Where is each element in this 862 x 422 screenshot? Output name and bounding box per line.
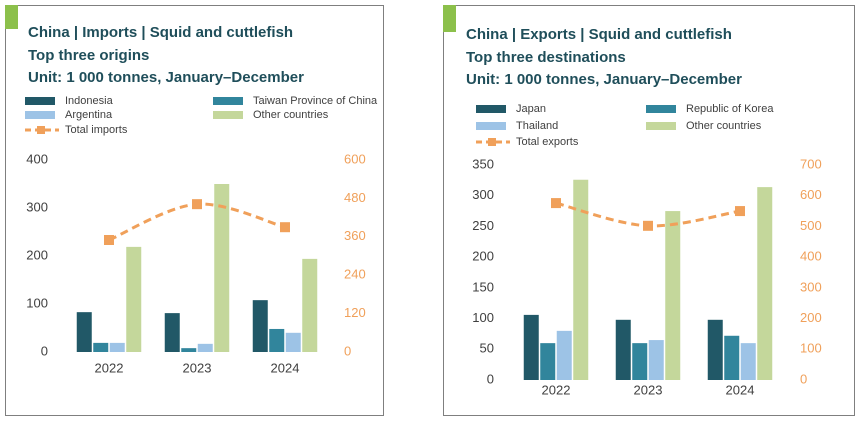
line-marker <box>104 235 114 245</box>
line-marker <box>280 222 290 233</box>
y2-tick-label: 500 <box>800 218 822 233</box>
line-marker <box>735 206 745 217</box>
bar <box>93 342 109 352</box>
chart-title: Top three origins <box>28 47 149 64</box>
chart-title: China | Imports | Squid and cuttlefish <box>28 24 293 41</box>
bar <box>757 187 773 380</box>
bar <box>214 184 230 352</box>
bar <box>164 313 180 352</box>
bar <box>269 328 285 352</box>
legend-marker <box>488 138 496 146</box>
legend-label: Taiwan Province of China <box>253 95 378 107</box>
y-tick-label: 300 <box>26 199 48 214</box>
y2-tick-label: 480 <box>344 190 366 205</box>
chart-title: Unit: 1 000 tonnes, January–December <box>466 71 742 88</box>
y-tick-label: 150 <box>472 279 494 294</box>
bar <box>648 340 664 380</box>
y-tick-label: 200 <box>472 249 494 264</box>
legend-label: Total exports <box>516 136 579 148</box>
legend-swatch <box>25 97 55 105</box>
y2-tick-label: 120 <box>344 305 366 320</box>
legend-swatch <box>25 111 55 119</box>
line-marker <box>192 199 202 210</box>
legend-label: Other countries <box>686 120 762 132</box>
panel-frame <box>5 5 384 416</box>
bar <box>707 319 723 380</box>
y-tick-label: 200 <box>26 247 48 262</box>
legend-swatch <box>646 105 676 113</box>
y2-tick-label: 200 <box>800 310 822 325</box>
legend-label: Thailand <box>516 120 558 132</box>
y2-tick-label: 240 <box>344 267 366 282</box>
legend-marker <box>37 126 45 134</box>
y-tick-label: 100 <box>472 310 494 325</box>
x-tick-label: 2023 <box>634 382 663 397</box>
y-tick-label: 250 <box>472 218 494 233</box>
y-tick-label: 0 <box>487 371 494 386</box>
x-tick-label: 2022 <box>95 360 124 375</box>
y2-tick-label: 0 <box>800 371 807 386</box>
chart-title: China | Exports | Squid and cuttlefish <box>466 26 732 43</box>
bar <box>724 335 740 380</box>
y2-tick-label: 360 <box>344 228 366 243</box>
bar <box>615 319 631 380</box>
bar <box>252 300 268 352</box>
x-tick-label: 2024 <box>726 382 755 397</box>
bar <box>197 343 213 352</box>
y2-tick-label: 100 <box>800 341 822 356</box>
bar <box>632 343 648 380</box>
accent-bar <box>5 5 18 29</box>
y-tick-label: 350 <box>472 156 494 171</box>
legend-swatch <box>213 111 243 119</box>
legend-label: Republic of Korea <box>686 103 774 115</box>
legend-label: Indonesia <box>65 95 114 107</box>
y2-tick-label: 600 <box>800 187 822 202</box>
bar <box>523 314 539 380</box>
accent-bar <box>443 5 456 32</box>
bar <box>740 343 756 380</box>
bar <box>540 343 556 380</box>
y-tick-label: 0 <box>41 343 48 358</box>
bar <box>573 179 589 380</box>
legend-swatch <box>646 122 676 130</box>
bar <box>76 312 92 352</box>
chart-title: Unit: 1 000 tonnes, January–December <box>28 69 304 86</box>
x-tick-label: 2023 <box>183 360 212 375</box>
line-marker <box>551 198 561 209</box>
y-tick-label: 100 <box>26 295 48 310</box>
y2-tick-label: 0 <box>344 343 351 358</box>
x-tick-label: 2024 <box>271 360 300 375</box>
legend-swatch <box>476 122 506 130</box>
y2-tick-label: 400 <box>800 249 822 264</box>
chart-title: Top three destinations <box>466 49 626 66</box>
legend-label: Japan <box>516 103 546 115</box>
bar <box>181 348 197 352</box>
legend-swatch <box>213 97 243 105</box>
bar <box>126 246 142 352</box>
y2-tick-label: 300 <box>800 279 822 294</box>
line-marker <box>643 220 653 231</box>
bar <box>665 211 681 380</box>
bar <box>556 330 572 380</box>
y-tick-label: 300 <box>472 187 494 202</box>
x-tick-label: 2022 <box>542 382 571 397</box>
legend-label: Argentina <box>65 109 113 121</box>
bar <box>302 258 318 352</box>
legend-swatch <box>476 105 506 113</box>
y-tick-label: 400 <box>26 151 48 166</box>
y2-tick-label: 700 <box>800 156 822 171</box>
bar <box>109 342 125 352</box>
legend-label: Other countries <box>253 109 329 121</box>
bar <box>285 332 301 352</box>
legend-label: Total imports <box>65 124 128 136</box>
y2-tick-label: 600 <box>344 151 366 166</box>
y-tick-label: 50 <box>480 341 494 356</box>
